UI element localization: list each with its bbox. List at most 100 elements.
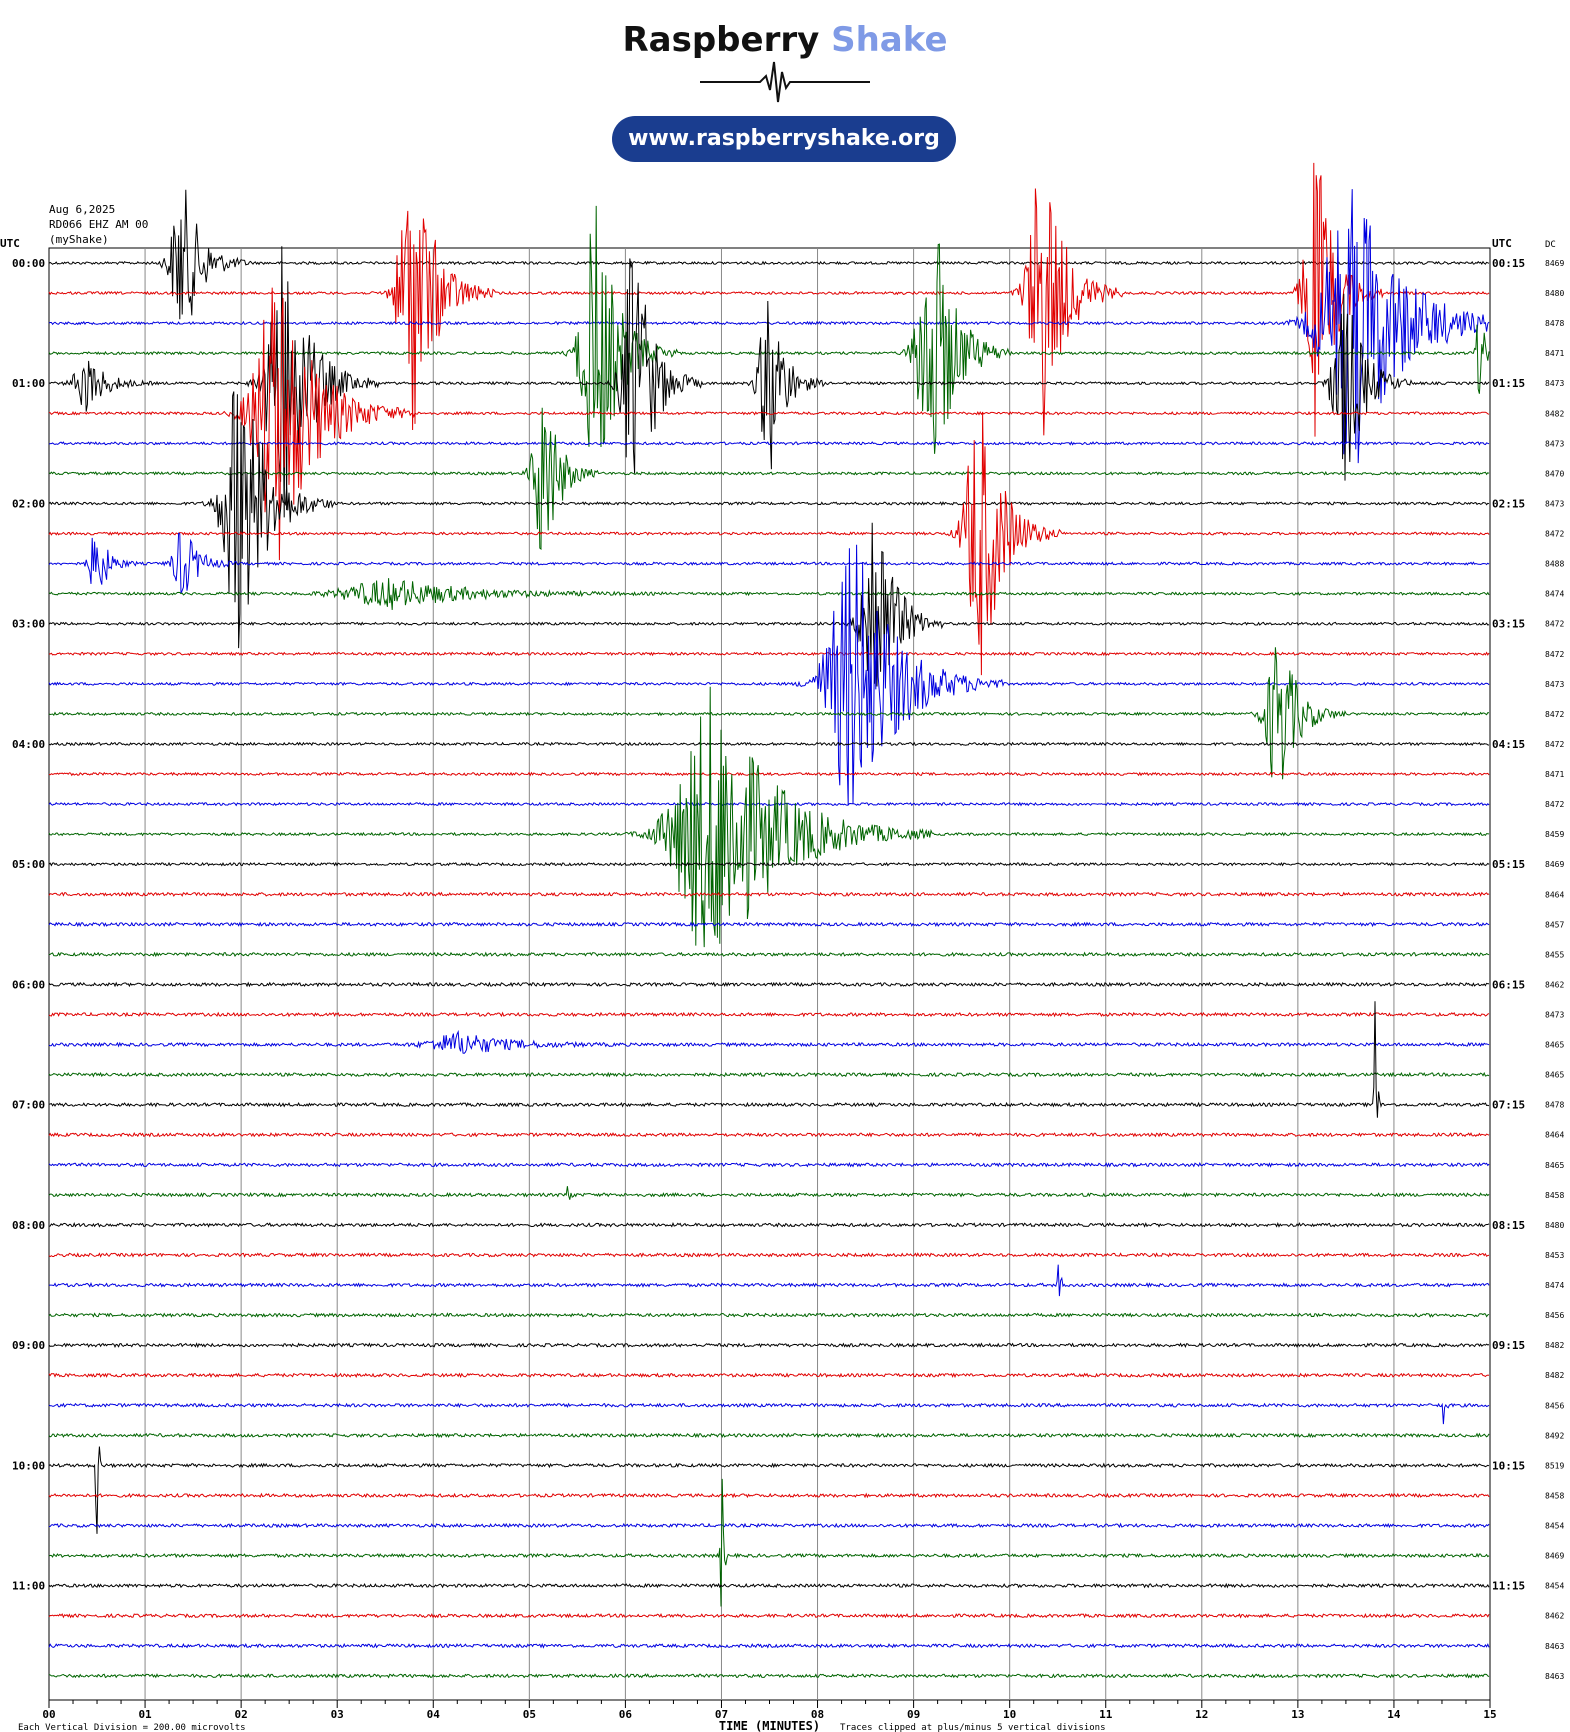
x-tick-label: 13 [1291,1708,1304,1721]
hour-label-right: 05:15 [1492,858,1525,871]
seismic-trace [48,1221,1490,1228]
dc-value: 8454 [1545,1582,1564,1591]
hour-label-right: 00:15 [1492,257,1525,270]
hour-label-left: 05:00 [12,858,45,871]
dc-value: 8459 [1545,830,1564,839]
seismic-trace [48,1131,1490,1138]
brand-accent: Shake [831,20,948,60]
seismic-trace [48,1432,1490,1439]
hour-label-left: 06:00 [12,978,45,991]
seismic-trace [48,578,1490,610]
dc-value: 8458 [1545,1191,1564,1200]
seismic-trace [48,1264,1490,1297]
seismic-trace [48,1478,1490,1607]
seismic-trace [48,1342,1490,1349]
seismic-trace [48,1029,1490,1054]
dc-value: 8492 [1545,1431,1564,1440]
x-tick-label: 06 [619,1708,633,1721]
seismic-trace [48,532,1490,594]
dc-value: 8472 [1545,620,1564,629]
seismic-trace [48,921,1490,928]
x-tick-label: 07 [715,1708,728,1721]
seismic-trace [48,189,1490,464]
x-tick-label: 12 [1195,1708,1208,1721]
seismic-trace [48,1492,1490,1499]
dc-value: 8473 [1545,499,1564,508]
seismic-trace [48,189,1490,320]
dc-value: 8473 [1545,439,1564,448]
dc-value: 8469 [1545,259,1564,268]
dc-value: 8488 [1545,560,1564,569]
dc-value: 8469 [1545,1552,1564,1561]
dc-value: 8469 [1545,860,1564,869]
dc-value: 8474 [1545,1281,1564,1290]
seismic-trace [48,861,1490,867]
dc-value: 8480 [1545,289,1564,298]
dc-value: 8473 [1545,1011,1564,1020]
x-tick-label: 08 [811,1708,824,1721]
x-tick-label: 14 [1387,1708,1401,1721]
seismic-trace [48,1582,1490,1589]
x-tick-label: 04 [427,1708,441,1721]
seismic-trace [48,1372,1490,1379]
x-axis-label: TIME (MINUTES) [719,1719,820,1732]
date-label: Aug 6,2025 [49,203,116,216]
seismic-trace [48,407,1490,550]
dc-value: 8465 [1545,1071,1564,1080]
dc-value: 8454 [1545,1522,1564,1531]
website-link[interactable]: www.raspberryshake.org [612,116,956,162]
dc-value: 8519 [1545,1461,1564,1470]
seismic-trace [48,544,1490,806]
seismic-trace [48,1642,1490,1649]
station-info: Aug 6,2025 RD066 EHZ AM 00 (myShake) [49,202,148,247]
seismic-trace [48,951,1490,958]
x-tick-label: 03 [331,1708,344,1721]
seismic-trace [48,1312,1490,1318]
seismic-trace [48,1001,1490,1118]
brand-logo: Raspberry Shake [0,20,1570,60]
dc-value: 8473 [1545,379,1564,388]
dc-value: 8462 [1545,980,1564,989]
right-axis-title: UTC [1492,237,1512,250]
seismic-trace [48,1162,1490,1168]
hour-label-right: 02:15 [1492,497,1525,510]
hour-label-right: 07:15 [1492,1099,1525,1112]
seismic-trace [48,1252,1490,1258]
dc-value: 8474 [1545,590,1564,599]
dc-value: 8482 [1545,1341,1564,1350]
dc-title: DC [1545,240,1556,250]
dc-value: 8482 [1545,1371,1564,1380]
seismic-trace [48,1446,1490,1534]
dc-value: 8472 [1545,740,1564,749]
dc-value: 8456 [1545,1311,1564,1320]
dc-value: 8472 [1545,650,1564,659]
seismic-trace [48,771,1490,777]
seismic-trace [48,246,1490,518]
seismic-trace [48,891,1490,897]
hour-label-left: 11:00 [12,1580,45,1593]
hour-label-right: 10:15 [1492,1459,1525,1472]
seismic-trace [48,411,1490,676]
x-tick-label: 10 [1003,1708,1016,1721]
dc-value: 8471 [1545,349,1564,358]
seismic-trace [48,741,1490,747]
dc-value: 8456 [1545,1401,1564,1410]
seismic-trace [48,1071,1490,1078]
dc-value: 8478 [1545,319,1564,328]
hour-label-right: 08:15 [1492,1219,1525,1232]
seismic-trace [48,162,1490,437]
hour-label-left: 10:00 [12,1459,45,1472]
seismic-trace [48,1011,1490,1018]
x-tick-label: 01 [138,1708,152,1721]
hour-label-right: 03:15 [1492,618,1525,631]
dc-value: 8465 [1545,1041,1564,1050]
x-tick-label: 02 [235,1708,248,1721]
hour-label-right: 01:15 [1492,377,1525,390]
hour-label-left: 02:00 [12,497,45,510]
dc-value: 8464 [1545,890,1564,899]
seismic-trace [48,522,1490,687]
hour-label-left: 07:00 [12,1099,45,1112]
station-label: RD066 EHZ AM 00 [49,218,149,231]
brand-main: Raspberry [622,20,820,60]
